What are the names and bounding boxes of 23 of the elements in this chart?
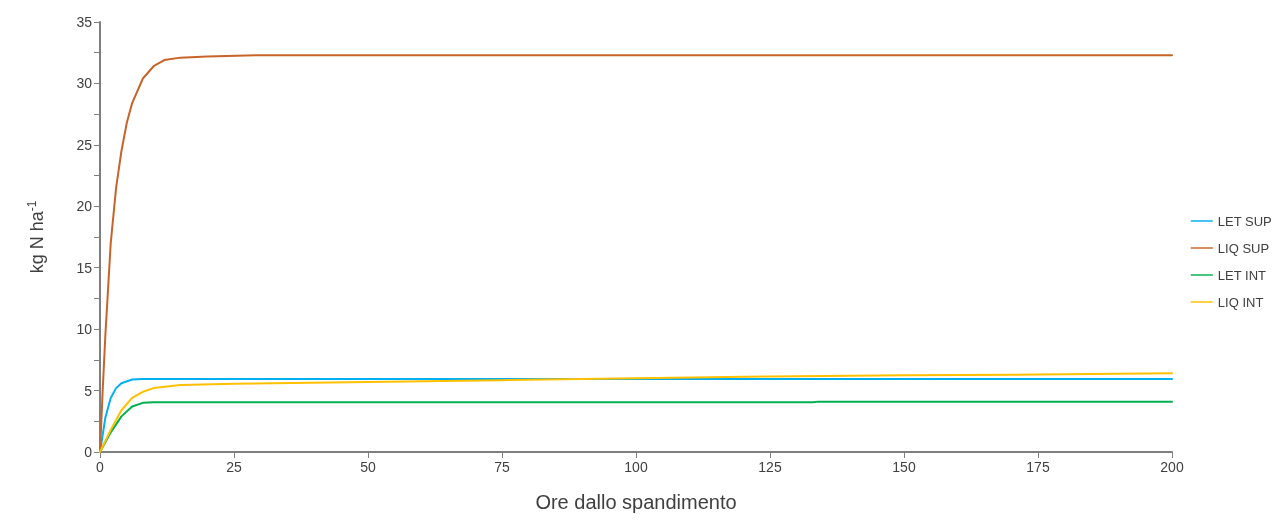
legend-label: LET INT xyxy=(1217,267,1267,283)
x-tick-label: 175 xyxy=(1026,459,1050,475)
y-tick-label: 30 xyxy=(76,75,93,92)
x-tick-label: 200 xyxy=(1160,459,1184,475)
x-tick-label: 25 xyxy=(226,459,242,475)
y-tick-label: 0 xyxy=(84,444,93,460)
x-tick-label: 0 xyxy=(96,459,105,475)
x-tick-label: 150 xyxy=(892,459,916,475)
y-tick-label: 35 xyxy=(76,14,93,30)
legend-label: LET SUP xyxy=(1217,213,1272,229)
legend-label: LIQ INT xyxy=(1217,294,1264,310)
x-tick-label: 100 xyxy=(624,459,648,475)
x-tick-label: 125 xyxy=(758,459,782,475)
y-tick-label: 20 xyxy=(76,198,93,215)
legend-label: LIQ SUP xyxy=(1217,240,1270,256)
x-tick-label: 50 xyxy=(360,459,376,475)
y-tick-label: 10 xyxy=(76,321,93,338)
y-tick-label: 5 xyxy=(84,382,93,399)
y-tick-label: 15 xyxy=(76,259,93,276)
x-axis-title: Ore dallo spandimento xyxy=(535,491,737,513)
y-axis-title: kg N ha-1 xyxy=(25,200,47,274)
x-tick-label: 75 xyxy=(494,459,510,475)
y-tick-label: 25 xyxy=(76,136,93,153)
